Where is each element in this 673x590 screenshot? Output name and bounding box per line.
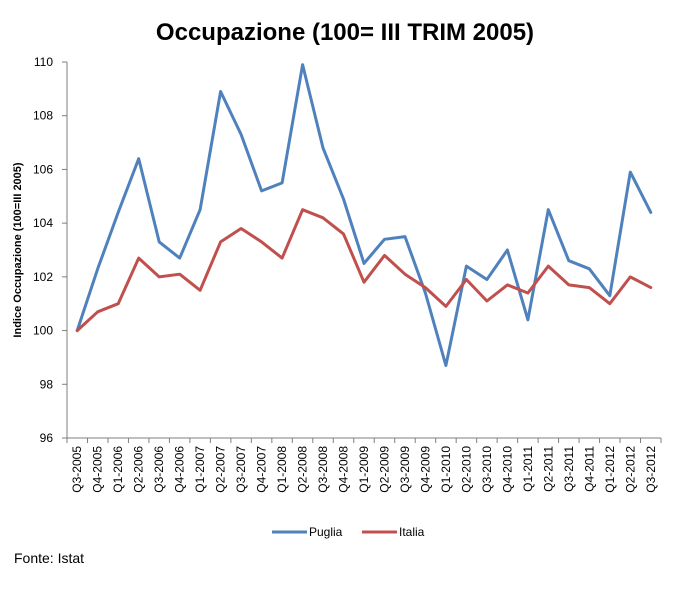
y-axis-label: Indice Occupazione (100=III 2005): [12, 162, 24, 337]
x-tick-label: Q3-2012: [644, 446, 658, 493]
legend-item-puglia: Puglia: [272, 525, 343, 539]
x-tick-label: Q4-2006: [173, 446, 187, 493]
legend-label: Italia: [399, 525, 425, 539]
x-tick-label: Q1-2010: [439, 446, 453, 493]
source-note: Fonte: Istat: [14, 550, 85, 566]
y-tick-label: 96: [40, 431, 54, 445]
y-tick-label: 106: [33, 162, 53, 176]
x-tick-label: Q2-2007: [214, 446, 228, 493]
x-tick-label: Q2-2008: [296, 446, 310, 493]
x-tick-label: Q2-2009: [377, 446, 391, 493]
x-tick-label: Q4-2005: [91, 446, 105, 493]
x-axis-ticks: Q3-2005 Q4-2005 Q1-2006 Q2-2006 Q3-2006 Q4-20…: [66, 438, 662, 493]
x-tick-label: Q4-2007: [255, 446, 269, 493]
x-tick-label: Q4-2011: [582, 446, 596, 492]
y-tick-label: 100: [33, 324, 53, 338]
x-tick-label: Q4-2008: [337, 446, 351, 493]
x-tick-label: Q3-2009: [398, 446, 412, 493]
x-tick-label: Q4-2010: [500, 446, 514, 493]
x-tick-label: Q1-2011: [521, 446, 535, 492]
x-tick-label: Q2-2011: [541, 446, 555, 492]
x-tick-label: Q1-2006: [111, 446, 125, 493]
chart-title: Occupazione (100= III TRIM 2005): [156, 19, 534, 46]
y-tick-label: 110: [34, 55, 53, 69]
legend-item-italia: Italia: [362, 525, 425, 539]
x-tick-label: Q3-2006: [152, 446, 166, 493]
x-tick-label: Q4-2009: [418, 446, 432, 493]
series-lines: [75, 63, 653, 367]
x-tick-label: Q2-2006: [132, 446, 146, 493]
x-tick-label: Q1-2012: [603, 446, 617, 493]
series-line-puglia: [75, 63, 653, 367]
y-tick-label: 102: [33, 270, 53, 284]
y-tick-label: 98: [40, 377, 54, 391]
x-tick-label: Q3-2005: [70, 446, 84, 493]
x-tick-label: Q3-2010: [480, 446, 494, 493]
x-tick-label: Q1-2007: [193, 446, 207, 493]
x-tick-label: Q3-2008: [316, 446, 330, 493]
x-tick-label: Q2-2010: [459, 446, 473, 493]
series-line-italia: [75, 208, 653, 333]
legend-label: Puglia: [309, 525, 343, 539]
x-tick-label: Q3-2007: [234, 446, 248, 493]
x-tick-label: Q1-2009: [357, 446, 371, 493]
legend: Puglia Italia: [272, 525, 425, 539]
y-tick-label: 108: [33, 109, 53, 123]
y-tick-label: 104: [33, 216, 53, 230]
x-tick-label: Q3-2011: [562, 446, 576, 492]
y-axis-ticks: 96 98 100 102 104 106 108 110: [33, 55, 67, 445]
x-tick-label: Q2-2012: [623, 446, 637, 493]
x-tick-label: Q1-2008: [275, 446, 289, 493]
